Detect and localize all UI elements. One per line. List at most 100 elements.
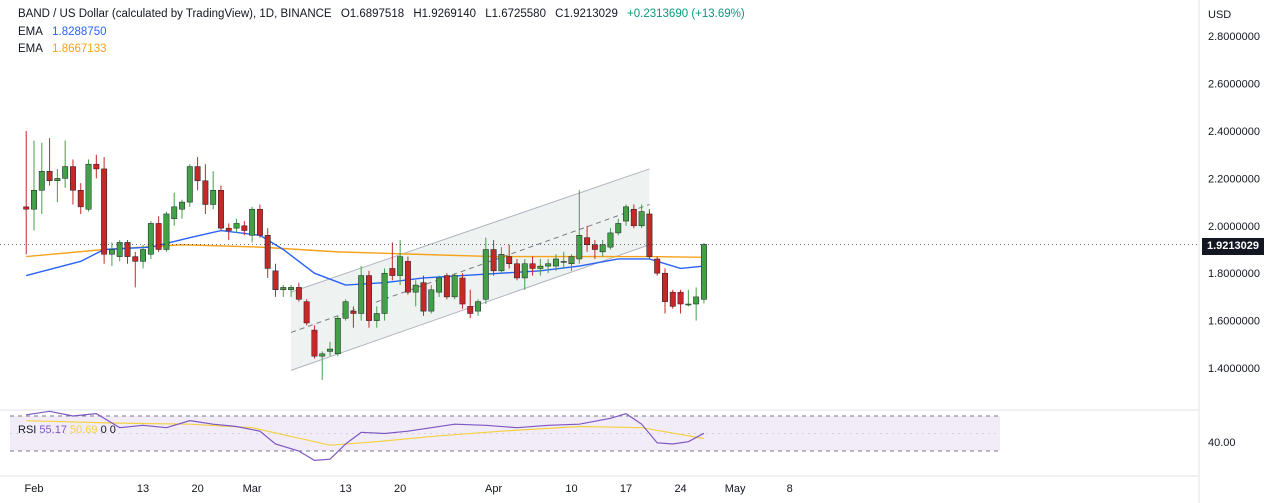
- candle-body: [669, 291, 676, 307]
- candle: [560, 251, 567, 269]
- candle: [584, 225, 591, 252]
- candle-body: [412, 284, 419, 293]
- price-tick-label: 2.8000000: [1208, 31, 1260, 43]
- price-tick-label: 1.4000000: [1208, 363, 1260, 375]
- rsi-legend[interactable]: RSI 55.17 50.69 0 0: [18, 424, 116, 436]
- candle: [225, 223, 232, 241]
- candle: [428, 285, 435, 314]
- candle-body: [591, 244, 598, 250]
- candle-body: [389, 268, 396, 276]
- candle: [630, 204, 637, 229]
- candle-body: [654, 258, 661, 274]
- candle: [116, 240, 123, 262]
- candle: [171, 192, 178, 226]
- candle-body: [163, 213, 170, 250]
- candle: [397, 240, 404, 286]
- candle: [591, 240, 598, 259]
- time-tick-label: 20: [191, 483, 203, 495]
- candle: [514, 258, 520, 281]
- candle: [451, 273, 458, 300]
- candle: [93, 154, 100, 179]
- candle-body: [381, 272, 388, 314]
- candle: [233, 218, 240, 233]
- candle-body: [693, 296, 700, 305]
- candle: [319, 351, 326, 380]
- candle: [218, 185, 224, 231]
- candle-body: [46, 171, 53, 182]
- candle-body: [194, 166, 201, 182]
- candle: [358, 266, 365, 321]
- candle-body: [62, 166, 69, 179]
- candle-body: [552, 258, 559, 267]
- candle-body: [280, 287, 287, 291]
- candle: [700, 243, 707, 304]
- candle-body: [436, 277, 443, 293]
- candle: [607, 228, 614, 250]
- channel-upper-line: [290, 168, 650, 293]
- candle: [101, 157, 108, 264]
- candle: [256, 204, 263, 238]
- candle-body: [498, 253, 505, 272]
- low-value: L1.6725580: [485, 8, 546, 20]
- price-tick-label: 1.6000000: [1208, 316, 1260, 328]
- candle: [140, 244, 147, 269]
- candle-body: [233, 223, 240, 229]
- candle-body: [38, 171, 45, 191]
- candle-body: [607, 232, 614, 248]
- candle-body: [124, 242, 131, 257]
- candle-body: [358, 275, 365, 314]
- candle: [264, 228, 271, 278]
- candle: [599, 240, 606, 257]
- candle: [23, 131, 30, 255]
- candle: [132, 251, 139, 288]
- rsi-pane: 40.00: [10, 410, 1236, 461]
- rsi-value: 55.17: [39, 424, 67, 436]
- candle: [552, 254, 559, 271]
- candle: [31, 140, 37, 231]
- candle-body: [451, 275, 458, 298]
- symbol-title: BAND / US Dollar (calculated by TradingV…: [18, 8, 332, 20]
- candle-body: [506, 256, 513, 264]
- candle: [638, 204, 645, 229]
- candle-body: [420, 282, 427, 312]
- change-value: +0.2313690 (+13.69%): [627, 8, 745, 20]
- time-tick-label: 24: [674, 483, 686, 495]
- candle-body: [77, 190, 84, 208]
- candle: [327, 341, 333, 357]
- candle-body: [700, 244, 707, 300]
- candle-body: [662, 272, 668, 302]
- candle: [366, 270, 372, 328]
- candle: [311, 325, 318, 359]
- candle-body: [545, 263, 552, 267]
- candle-body: [23, 206, 30, 210]
- candle: [179, 199, 185, 219]
- time-tick-label: 8: [787, 483, 793, 495]
- ema-slow-label: EMA: [18, 43, 43, 55]
- candle: [389, 242, 396, 281]
- candle-body: [599, 244, 606, 253]
- candle: [280, 285, 287, 297]
- candle-body: [490, 249, 497, 272]
- candle-body: [428, 289, 435, 312]
- rsi-line: [26, 410, 705, 461]
- price-tick-label: 2.4000000: [1208, 126, 1260, 138]
- candle: [163, 211, 170, 252]
- candle-body: [186, 166, 193, 203]
- candle: [669, 289, 676, 309]
- candle: [350, 306, 357, 328]
- candle: [420, 275, 427, 316]
- candle-body: [249, 208, 256, 236]
- time-tick-label: 17: [620, 483, 632, 495]
- candle-body: [467, 306, 474, 314]
- candle: [506, 244, 513, 269]
- time-tick-label: Feb: [25, 483, 44, 495]
- ema-fast-legend[interactable]: EMA 1.8288750: [18, 26, 113, 38]
- time-tick-label: 13: [339, 483, 351, 495]
- candle-body: [623, 206, 629, 222]
- rsi-extra-2: 0: [109, 424, 116, 436]
- rsi-tick-label: 40.00: [1208, 437, 1236, 449]
- ema-slow-legend[interactable]: EMA 1.8667133: [18, 43, 113, 55]
- time-tick-label: Mar: [243, 483, 262, 495]
- candle-body: [288, 287, 295, 291]
